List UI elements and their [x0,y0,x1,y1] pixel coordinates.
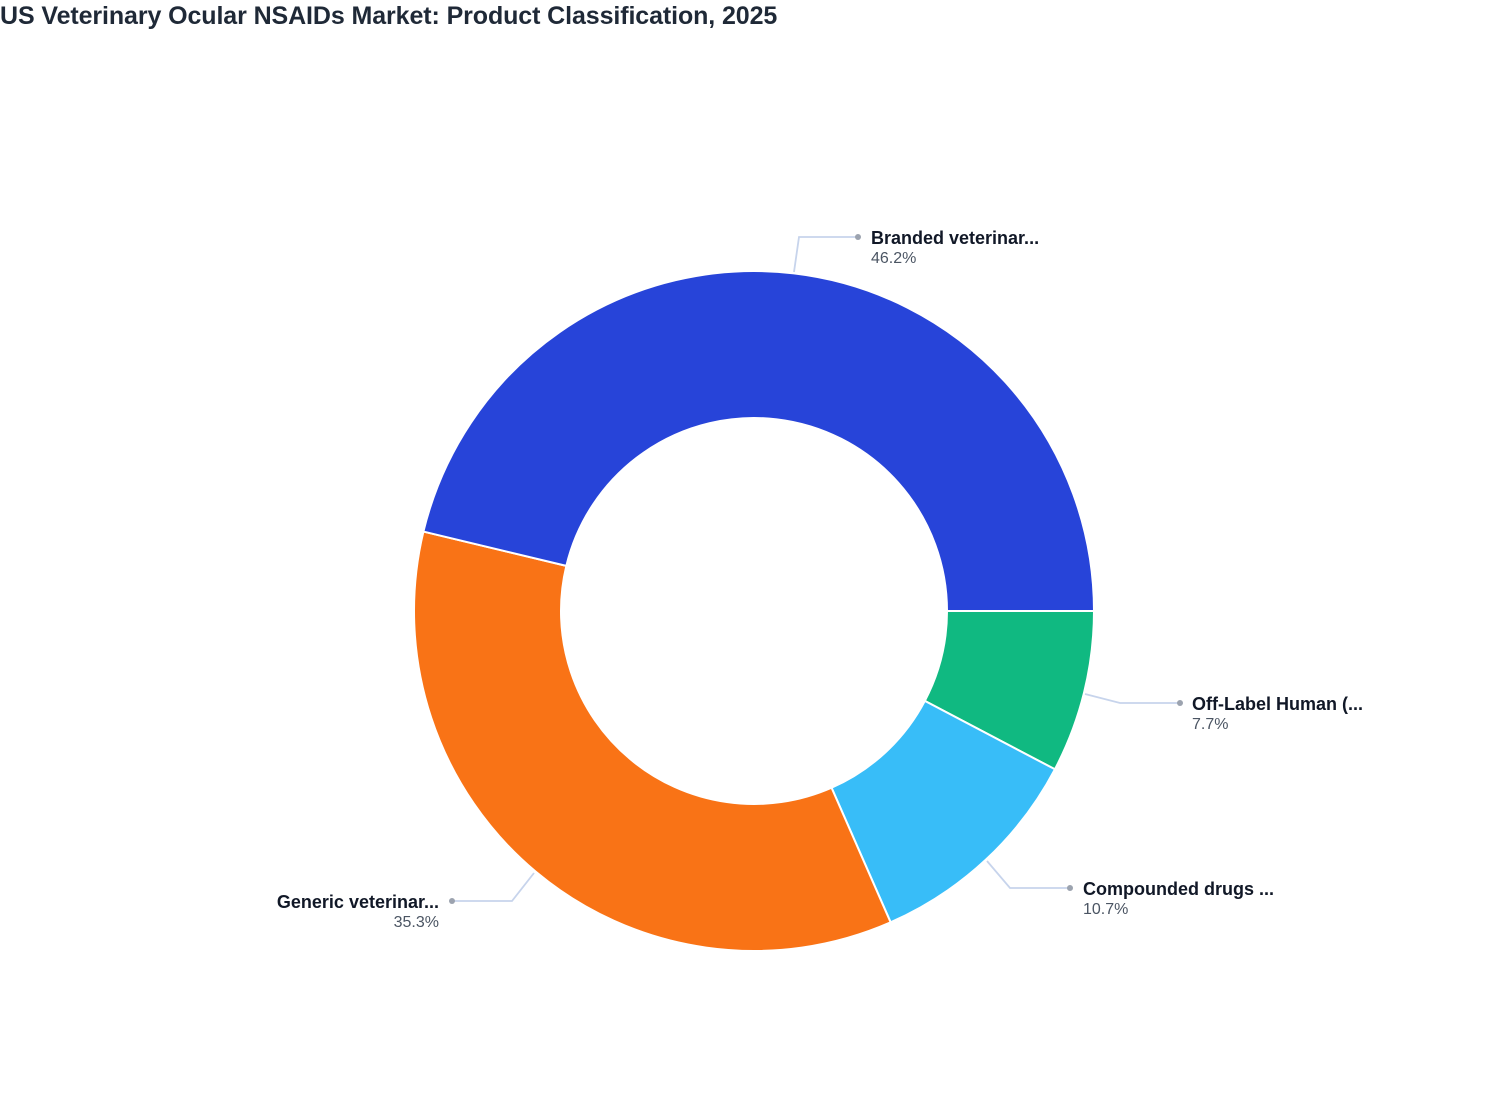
leader-dots [449,234,1183,904]
slice-label-value: 7.7% [1192,716,1228,733]
leader-dot-offlabel [1177,700,1183,706]
donut-slices [413,270,1096,952]
leader-line-branded [793,236,858,273]
slice-label-name: Off-Label Human (... [1192,694,1363,714]
slice-label-generic: Generic veterinar... 35.3% [277,892,439,931]
slice-label-name: Branded veterinar... [871,228,1039,248]
slice-label-branded: Branded veterinar... 46.2% [871,228,1039,267]
leader-line-generic [452,872,535,902]
leader-lines [452,236,1180,902]
slice-label-value: 46.2% [871,250,916,267]
slice-label-value: 35.3% [394,914,439,931]
leader-line-offlabel [1084,693,1180,704]
leader-line-compounded [986,860,1070,889]
slice-label-compounded: Compounded drugs ... 10.7% [1083,879,1274,918]
slice-label-offlabel: Off-Label Human (... 7.7% [1192,694,1363,733]
leader-dot-branded [855,234,861,240]
slice-label-name: Generic veterinar... [277,892,439,912]
slice-label-name: Compounded drugs ... [1083,879,1274,899]
slice-label-value: 10.7% [1083,901,1128,918]
donut-slice-generic[interactable] [413,530,892,952]
chart-title: US Veterinary Ocular NSAIDs Market: Prod… [0,2,778,30]
donut-slice-branded[interactable] [422,270,1096,612]
leader-dot-generic [449,898,455,904]
leader-dot-compounded [1067,885,1073,891]
